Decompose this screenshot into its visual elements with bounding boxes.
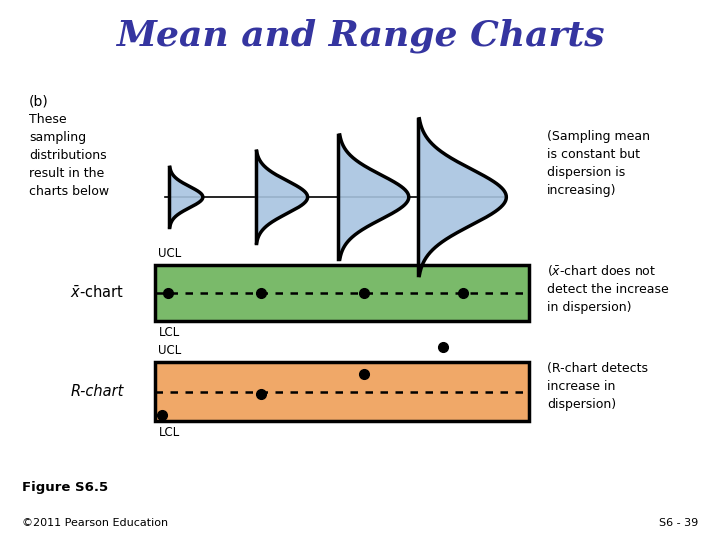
Text: LCL: LCL — [158, 426, 180, 438]
Text: ($\bar{x}$-chart does not
detect the increase
in dispersion): ($\bar{x}$-chart does not detect the inc… — [547, 263, 669, 314]
Text: Figure S6.5: Figure S6.5 — [22, 481, 108, 494]
Text: LCL: LCL — [158, 326, 180, 339]
Text: (Sampling mean
is constant but
dispersion is
increasing): (Sampling mean is constant but dispersio… — [547, 130, 650, 197]
Text: S6 - 39: S6 - 39 — [659, 518, 698, 529]
Polygon shape — [256, 151, 307, 243]
Text: R-chart: R-chart — [71, 384, 124, 399]
Text: UCL: UCL — [158, 247, 181, 260]
Polygon shape — [338, 135, 409, 259]
Text: These
sampling
distributions
result in the
charts below: These sampling distributions result in t… — [29, 113, 109, 198]
Text: ©2011 Pearson Education: ©2011 Pearson Education — [22, 518, 168, 529]
Polygon shape — [169, 167, 203, 227]
Text: $\bar{x}$-chart: $\bar{x}$-chart — [71, 285, 124, 301]
Text: (b): (b) — [29, 94, 48, 109]
Text: (R-chart detects
increase in
dispersion): (R-chart detects increase in dispersion) — [547, 362, 648, 411]
Polygon shape — [418, 119, 506, 275]
Text: Mean and Range Charts: Mean and Range Charts — [116, 19, 604, 53]
Text: UCL: UCL — [158, 345, 181, 357]
Bar — [155, 265, 529, 321]
Bar — [155, 362, 529, 421]
